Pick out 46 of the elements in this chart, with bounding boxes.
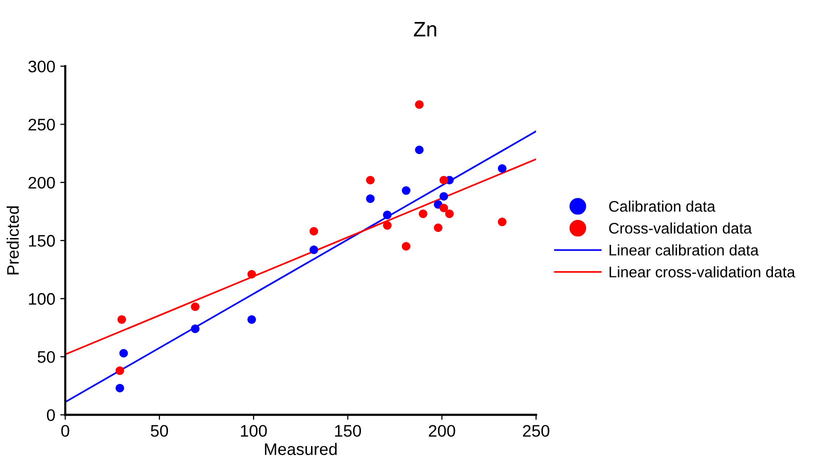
point (498, 164, 506, 173)
x-tick-label: 100 (240, 424, 267, 437)
point (310, 226, 318, 236)
x-tick-label: 250 (523, 424, 550, 437)
x-tick-label: 150 (335, 424, 361, 437)
point (310, 246, 318, 254)
point (434, 223, 442, 232)
y-tick-label: 200 (28, 176, 55, 189)
x-tick-label: 0 (61, 424, 70, 437)
point (415, 100, 424, 109)
point (440, 204, 448, 212)
x-axis-title: Measured (264, 442, 337, 456)
x-tick-label: 200 (428, 424, 456, 437)
y-tick-label: 250 (28, 118, 55, 131)
point (116, 366, 124, 375)
point (366, 176, 375, 184)
point (383, 210, 392, 220)
point (402, 242, 410, 251)
point (247, 315, 256, 324)
point (247, 270, 256, 278)
point (415, 146, 424, 154)
legend-label: Cross-validation data (609, 222, 752, 234)
y-axis-title: Predicted (6, 206, 19, 274)
legend-label: Calibration data (609, 200, 716, 212)
point (117, 315, 126, 324)
legend-label: Linear cross-validation data (610, 266, 796, 278)
point (402, 186, 410, 195)
point (445, 210, 454, 218)
point (418, 210, 428, 218)
y-tick-label: 50 (38, 351, 55, 363)
chart-title: Zn (414, 22, 436, 36)
point (383, 221, 392, 230)
point (190, 302, 200, 312)
y-tick-label: 300 (28, 60, 55, 72)
point (119, 348, 128, 358)
y-tick-label: 100 (29, 293, 55, 305)
x-tick-label: 50 (150, 424, 168, 437)
point (190, 324, 200, 334)
legend-label: Linear calibration data (610, 244, 759, 256)
point (440, 176, 448, 184)
y-tick-label: 0 (46, 409, 55, 422)
point (366, 194, 375, 203)
y-tick-label: 150 (29, 234, 55, 247)
point (440, 192, 448, 201)
point (498, 218, 506, 226)
point (116, 384, 124, 392)
